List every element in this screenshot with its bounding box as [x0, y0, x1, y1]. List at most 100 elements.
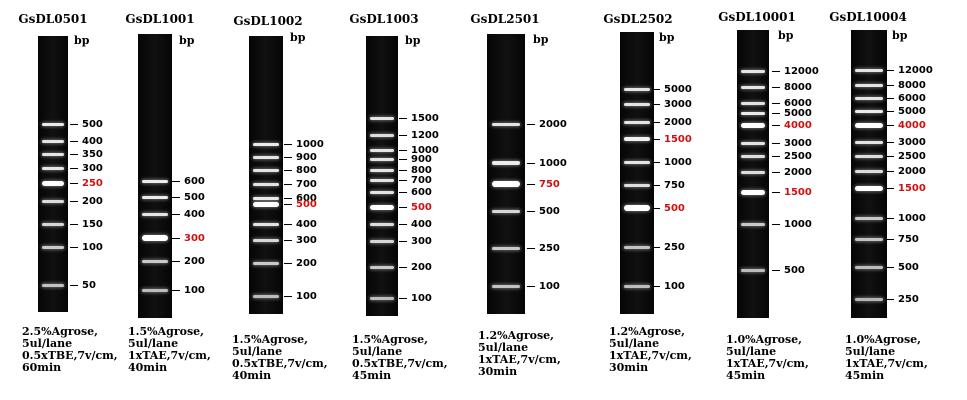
marker-tick	[172, 260, 180, 262]
size-marker: 100	[70, 242, 103, 253]
marker-label: 500	[82, 118, 103, 130]
marker-tick	[284, 239, 292, 241]
marker-tick	[399, 240, 407, 242]
size-marker: 400	[284, 218, 317, 230]
marker-tick	[284, 223, 292, 225]
size-marker: 500	[772, 264, 805, 276]
marker-label: 500	[898, 261, 919, 273]
size-marker: 600	[284, 193, 317, 204]
dna-band	[369, 116, 395, 120]
marker-tick	[886, 170, 894, 172]
dna-band	[491, 181, 521, 187]
marker-label: 250	[539, 242, 560, 254]
marker-label: 200	[184, 255, 205, 267]
marker-tick	[886, 187, 894, 189]
marker-tick	[284, 262, 292, 264]
dna-band	[253, 168, 279, 172]
size-marker: 100	[527, 281, 560, 292]
size-marker: 600	[172, 176, 205, 187]
size-marker: 2500	[772, 151, 812, 162]
condition-line: 1.2%Agrose,	[609, 325, 685, 338]
condition-line: 5ul/lane	[22, 337, 73, 350]
size-marker: 2500	[886, 151, 926, 162]
size-marker: 200	[70, 196, 103, 207]
marker-label: 1000	[539, 157, 567, 169]
condition-line: 1xTAE,7v/cm,	[845, 357, 928, 370]
condition-line: 40min	[128, 361, 168, 374]
marker-tick	[70, 123, 78, 125]
condition-line: 40min	[232, 369, 272, 382]
marker-label: 300	[184, 232, 205, 244]
marker-tick	[284, 183, 292, 185]
marker-tick	[772, 171, 780, 173]
dna-band	[369, 239, 395, 243]
dna-band	[855, 68, 883, 72]
marker-tick	[284, 197, 292, 199]
marker-tick	[70, 140, 78, 142]
marker-tick	[886, 124, 894, 126]
marker-label: 3000	[784, 137, 812, 149]
marker-label: 500	[664, 202, 685, 214]
marker-label: 1000	[664, 156, 692, 168]
size-marker: 300	[284, 234, 317, 246]
dna-band	[855, 169, 883, 173]
marker-label: 1500	[411, 112, 439, 124]
marker-label: 1000	[411, 144, 439, 156]
size-marker: 500	[399, 202, 432, 213]
condition-line: 1.5%Agrose,	[352, 333, 428, 346]
size-marker: 750	[886, 234, 919, 245]
dna-band	[253, 201, 279, 207]
dna-band	[142, 235, 168, 241]
condition-line: 45min	[845, 369, 885, 382]
marker-tick	[772, 223, 780, 225]
marker-tick	[399, 223, 407, 225]
marker-label: 2000	[784, 166, 812, 178]
marker-label: 500	[784, 264, 805, 276]
dna-band	[41, 283, 65, 287]
size-marker: 8000	[772, 81, 812, 93]
dna-band	[142, 288, 168, 292]
size-marker: 500	[886, 261, 919, 273]
dna-band	[624, 284, 650, 288]
marker-label: 1000	[784, 218, 812, 230]
condition-line: 30min	[478, 365, 518, 378]
marker-label: 1000	[898, 212, 926, 224]
dna-band	[41, 245, 65, 249]
dna-band	[855, 185, 883, 191]
marker-label: 250	[664, 241, 685, 253]
dna-band	[41, 199, 65, 203]
marker-label: 100	[184, 284, 205, 296]
size-marker: 200	[284, 258, 317, 269]
marker-tick	[886, 155, 894, 157]
marker-label: 6000	[898, 92, 926, 104]
dna-band	[491, 122, 521, 126]
marker-tick	[399, 117, 407, 119]
marker-label: 100	[411, 292, 432, 304]
marker-label: 800	[411, 164, 432, 176]
marker-label: 400	[296, 218, 317, 230]
condition-line: 1.2%Agrose,	[478, 329, 554, 342]
marker-tick	[527, 162, 535, 164]
size-marker: 400	[172, 209, 205, 220]
marker-tick	[399, 179, 407, 181]
run-conditions-gsdl2502: 1.2%Agrose, 5ul/lane 1xTAE,7v/cm, 30min	[609, 326, 692, 374]
condition-line: 30min	[609, 361, 649, 374]
marker-label: 8000	[784, 81, 812, 93]
size-marker: 2000	[652, 117, 692, 128]
marker-tick	[772, 269, 780, 271]
marker-label: 500	[296, 198, 317, 210]
size-marker: 800	[399, 164, 432, 176]
dna-band	[740, 111, 766, 115]
size-marker: 6000	[772, 98, 812, 109]
run-conditions-gsdl2501: 1.2%Agrose, 5ul/lane 1xTAE,7v/cm, 30min	[478, 330, 561, 378]
marker-label: 300	[296, 234, 317, 246]
marker-tick	[399, 169, 407, 171]
marker-label: 1500	[664, 133, 692, 145]
bp-unit-label: bp	[892, 29, 908, 42]
marker-label: 2000	[539, 118, 567, 130]
run-conditions-gsdl0501: 2.5%Agrose, 5ul/lane 0.5xTBE,7v/cm, 60min	[22, 326, 118, 374]
dna-band	[624, 245, 650, 249]
marker-tick	[172, 196, 180, 198]
lane-title-gsdl1002: GsDL1002	[233, 14, 303, 28]
marker-tick	[772, 155, 780, 157]
